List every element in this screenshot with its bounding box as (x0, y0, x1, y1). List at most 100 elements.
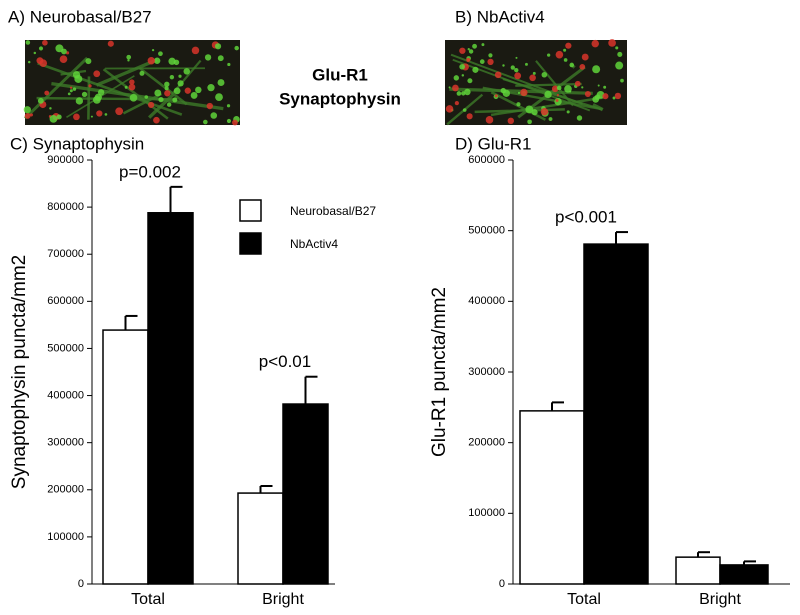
puncta (115, 107, 124, 116)
puncta (74, 74, 83, 83)
neurite (122, 92, 163, 115)
puncta (169, 74, 175, 80)
puncta (514, 72, 522, 80)
puncta (602, 93, 609, 100)
puncta (124, 85, 128, 89)
legend-label: NbActiv4 (290, 237, 338, 251)
puncta (494, 71, 502, 79)
y-tick-label: 400000 (468, 295, 505, 307)
puncta (467, 48, 470, 51)
puncta (168, 57, 176, 65)
puncta (49, 114, 58, 123)
puncta (96, 110, 103, 117)
puncta (579, 63, 586, 70)
puncta (42, 39, 48, 46)
puncta (584, 90, 591, 98)
puncta (88, 84, 92, 88)
neurite (60, 69, 87, 76)
puncta (190, 92, 198, 99)
puncta (172, 97, 178, 103)
puncta (620, 78, 624, 83)
puncta (56, 114, 62, 120)
puncta (164, 90, 171, 97)
puncta (183, 68, 191, 75)
puncta (69, 86, 73, 89)
puncta (139, 70, 145, 76)
puncta (541, 71, 548, 78)
puncta (564, 85, 572, 93)
puncta (158, 51, 163, 57)
neurite (474, 108, 565, 114)
micrograph (23, 39, 240, 126)
y-tick-label: 0 (78, 578, 84, 590)
puncta (93, 70, 101, 78)
y-tick-label: 300000 (468, 366, 505, 378)
puncta (195, 86, 202, 94)
puncta (129, 93, 138, 102)
stain-label: Synaptophysin (279, 89, 401, 108)
puncta (69, 89, 73, 93)
puncta (72, 87, 77, 91)
y-tick-label: 100000 (468, 507, 505, 519)
puncta (531, 109, 538, 116)
puncta (126, 54, 132, 60)
y-axis-label: Glu-R1 puncta/mm2 (429, 287, 450, 457)
puncta (581, 86, 584, 89)
neurite (95, 58, 158, 87)
puncta (556, 85, 562, 91)
puncta (529, 74, 536, 82)
bar (519, 410, 585, 585)
y-tick-label: 200000 (468, 437, 505, 449)
puncta (67, 92, 71, 96)
y-tick-label: 200000 (47, 484, 84, 496)
puncta (592, 65, 601, 74)
puncta (554, 97, 562, 106)
puncta (154, 89, 162, 97)
puncta (461, 74, 465, 77)
puncta (234, 45, 239, 51)
puncta (44, 90, 50, 96)
puncta (452, 84, 459, 92)
y-tick-label: 500000 (47, 342, 84, 354)
puncta (173, 87, 181, 95)
puncta (90, 115, 93, 118)
puncta (454, 100, 459, 106)
puncta (510, 65, 515, 70)
puncta (487, 58, 494, 66)
puncta (153, 116, 160, 124)
puncta (516, 102, 521, 107)
x-tick-label: Bright (699, 591, 741, 608)
legend-swatch (239, 199, 262, 222)
puncta (608, 39, 616, 47)
micrograph (445, 39, 627, 126)
puncta (532, 71, 536, 75)
y-tick-label: 600000 (47, 295, 84, 307)
puncta (107, 40, 114, 47)
chart-title: D) Glu-R1 (455, 134, 532, 153)
puncta (191, 46, 200, 55)
puncta (502, 89, 510, 97)
annotation: p=0.002 (119, 162, 181, 181)
y-tick-label: 0 (499, 578, 505, 590)
puncta (459, 63, 465, 70)
puncta (127, 59, 130, 62)
puncta (563, 48, 567, 52)
puncta (576, 115, 583, 121)
panel-label: A) Neurobasal/B27 (8, 7, 152, 26)
neurite (37, 62, 183, 116)
puncta (29, 113, 33, 117)
neurite (23, 56, 89, 120)
x-tick-label: Total (567, 591, 601, 608)
annotation: p<0.001 (555, 208, 617, 227)
puncta (466, 113, 473, 120)
puncta (517, 91, 521, 95)
puncta (563, 58, 568, 62)
puncta (39, 59, 48, 68)
puncta (104, 113, 108, 116)
puncta (204, 54, 212, 61)
bar (147, 212, 194, 585)
bar (237, 492, 284, 585)
legend-swatch (239, 232, 262, 255)
puncta (210, 112, 218, 119)
puncta (73, 113, 80, 121)
